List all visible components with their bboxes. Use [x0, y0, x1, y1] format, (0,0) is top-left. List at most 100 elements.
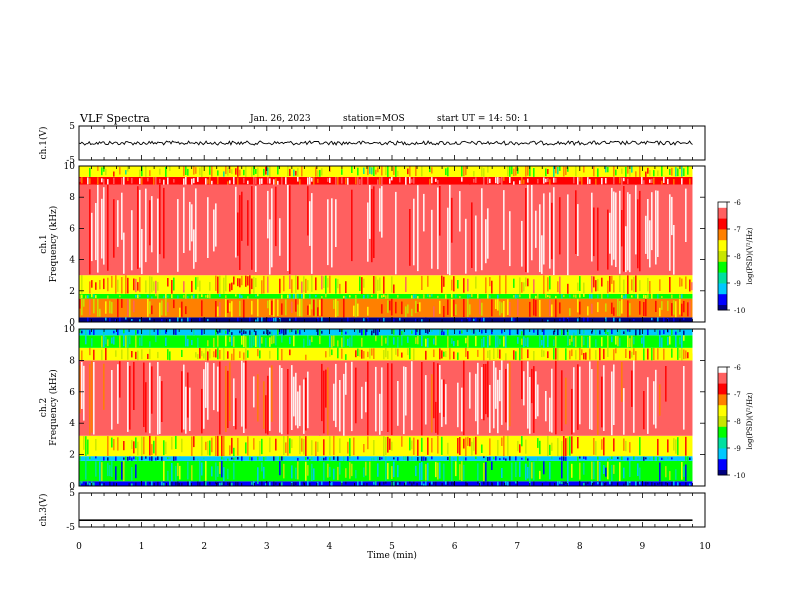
heatmap-streak — [89, 167, 91, 177]
heatmap-streak — [371, 188, 373, 263]
heatmap-streak — [243, 362, 245, 433]
heatmap-streak — [543, 275, 545, 294]
heatmap-streak — [301, 293, 303, 299]
heatmap-streak — [149, 349, 151, 359]
heatmap-streak — [269, 166, 271, 177]
heatmap-streak — [267, 176, 269, 184]
heatmap-streak — [151, 336, 153, 348]
heatmap-streak — [173, 179, 175, 183]
heatmap-streak — [393, 167, 395, 175]
heatmap-streak — [139, 337, 141, 346]
heatmap-streak — [215, 275, 217, 291]
heatmap-streak — [647, 318, 649, 321]
heatmap-streak — [441, 350, 443, 359]
heatmap-streak — [145, 382, 147, 433]
heatmap-streak — [203, 369, 205, 429]
heatmap-streak — [323, 166, 325, 176]
heatmap-streak — [289, 349, 291, 356]
heatmap-streak — [371, 330, 373, 336]
heatmap-streak — [369, 461, 371, 481]
colorbar-step — [718, 286, 727, 289]
heatmap-streak — [449, 294, 451, 298]
heatmap-streak — [381, 166, 383, 176]
heatmap-streak — [405, 367, 407, 416]
heatmap-streak — [403, 482, 405, 485]
heatmap-streak — [163, 187, 165, 259]
heatmap-streak — [451, 338, 453, 344]
heatmap-streak — [449, 184, 451, 276]
heatmap-streak — [97, 177, 99, 185]
heatmap-streak — [685, 294, 687, 299]
heatmap-streak — [295, 170, 297, 176]
heatmap-streak — [675, 335, 677, 348]
heatmap-streak — [231, 332, 233, 335]
heatmap-streak — [409, 457, 411, 461]
heatmap-streak — [469, 330, 471, 335]
x-tick-label: 4 — [327, 542, 333, 552]
heatmap-streak — [199, 347, 201, 359]
heatmap-streak — [255, 319, 257, 322]
heatmap-streak — [181, 482, 183, 486]
heatmap-streak — [541, 340, 543, 346]
heatmap-streak — [451, 456, 453, 459]
heatmap-streak — [193, 456, 195, 461]
heatmap-streak — [547, 435, 549, 457]
heatmap-streak — [221, 318, 223, 322]
heatmap-streak — [185, 386, 187, 434]
heatmap-streak — [211, 329, 213, 333]
colorbar-step — [718, 467, 727, 470]
heatmap-streak — [79, 481, 81, 486]
heatmap-streak — [657, 283, 659, 294]
heatmap-streak — [349, 462, 351, 479]
heatmap-streak — [613, 280, 615, 293]
heatmap-streak — [551, 202, 553, 260]
heatmap-streak — [351, 317, 353, 322]
heatmap-streak — [463, 482, 465, 486]
heatmap-streak — [233, 447, 235, 456]
heatmap-streak — [167, 177, 169, 185]
heatmap-streak — [665, 482, 667, 485]
heatmap-streak — [507, 481, 509, 486]
heatmap-streak — [217, 348, 219, 360]
heatmap-streak — [397, 275, 399, 287]
heatmap-streak — [219, 329, 221, 333]
y-tick-label: 8 — [69, 356, 75, 366]
heatmap-streak — [307, 280, 309, 291]
heatmap-streak — [557, 481, 559, 486]
heatmap-streak — [565, 481, 567, 484]
heatmap-streak — [105, 378, 107, 432]
heatmap-streak — [131, 483, 133, 486]
heatmap-streak — [279, 460, 281, 476]
heatmap-streak — [119, 295, 121, 298]
heatmap-streak — [483, 177, 485, 185]
heatmap-streak — [357, 278, 359, 291]
heatmap-streak — [247, 482, 249, 485]
heatmap-streak — [183, 281, 185, 293]
heatmap-streak — [539, 348, 541, 358]
heatmap-streak — [379, 177, 381, 185]
heatmap-streak — [567, 437, 569, 456]
heatmap-streak — [281, 167, 283, 173]
colorbar-step — [718, 243, 727, 246]
heatmap-streak — [583, 353, 585, 360]
colorbar-step — [718, 464, 727, 467]
heatmap-streak — [99, 308, 101, 317]
heatmap-streak — [575, 317, 577, 322]
heatmap-streak — [433, 349, 435, 358]
heatmap-streak — [339, 317, 341, 321]
heatmap-streak — [431, 456, 433, 460]
heatmap-streak — [577, 364, 579, 430]
heatmap-streak — [681, 303, 683, 317]
heatmap-streak — [197, 330, 199, 336]
heatmap-streak — [669, 194, 671, 271]
heatmap-streak — [619, 166, 621, 177]
heatmap-streak — [137, 294, 139, 299]
heatmap-streak — [603, 348, 605, 360]
heatmap-streak — [309, 176, 311, 185]
heatmap-streak — [427, 275, 429, 287]
heatmap-streak — [555, 299, 557, 318]
heatmap-streak — [245, 360, 247, 429]
colorbar-step — [718, 281, 727, 284]
heatmap-streak — [333, 299, 335, 309]
heatmap-streak — [183, 178, 185, 185]
